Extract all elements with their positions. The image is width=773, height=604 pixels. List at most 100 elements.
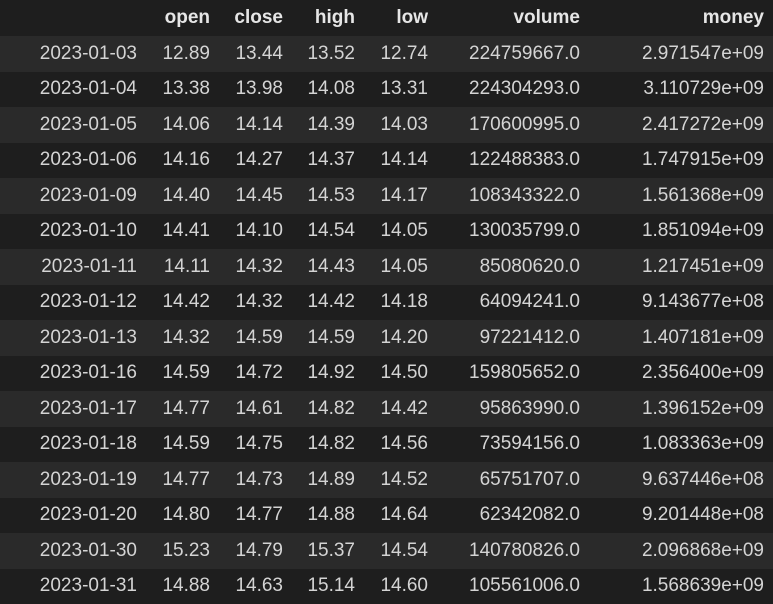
column-header-money: money: [589, 0, 773, 36]
cell-money: 1.568639e+09: [589, 569, 773, 604]
cell-low: 14.50: [364, 356, 437, 392]
cell-high: 14.39: [292, 107, 364, 143]
cell-money: 1.561368e+09: [589, 178, 773, 214]
cell-volume: 65751707.0: [437, 462, 589, 498]
cell-close: 14.77: [219, 498, 292, 534]
cell-high: 13.52: [292, 36, 364, 72]
cell-low: 14.05: [364, 249, 437, 285]
cell-low: 12.74: [364, 36, 437, 72]
cell-volume: 95863990.0: [437, 391, 589, 427]
cell-high: 14.08: [292, 72, 364, 108]
cell-close: 14.75: [219, 427, 292, 463]
cell-money: 2.417272e+09: [589, 107, 773, 143]
cell-low: 14.18: [364, 285, 437, 321]
cell-money: 3.110729e+09: [589, 72, 773, 108]
cell-volume: 170600995.0: [437, 107, 589, 143]
cell-close: 14.61: [219, 391, 292, 427]
row-index-date: 2023-01-31: [0, 569, 147, 604]
cell-volume: 85080620.0: [437, 249, 589, 285]
cell-low: 14.14: [364, 143, 437, 179]
cell-open: 14.11: [147, 249, 219, 285]
cell-open: 15.23: [147, 533, 219, 569]
column-header-index: [0, 0, 147, 36]
column-header-volume: volume: [437, 0, 589, 36]
cell-high: 14.92: [292, 356, 364, 392]
cell-low: 14.05: [364, 214, 437, 250]
column-header-close: close: [219, 0, 292, 36]
cell-money: 1.217451e+09: [589, 249, 773, 285]
cell-open: 14.88: [147, 569, 219, 604]
row-index-date: 2023-01-10: [0, 214, 147, 250]
cell-open: 14.42: [147, 285, 219, 321]
row-index-date: 2023-01-11: [0, 249, 147, 285]
cell-close: 14.27: [219, 143, 292, 179]
cell-close: 14.32: [219, 249, 292, 285]
cell-high: 15.14: [292, 569, 364, 604]
row-index-date: 2023-01-16: [0, 356, 147, 392]
cell-money: 1.407181e+09: [589, 320, 773, 356]
cell-money: 9.143677e+08: [589, 285, 773, 321]
cell-low: 14.17: [364, 178, 437, 214]
cell-volume: 62342082.0: [437, 498, 589, 534]
cell-open: 14.77: [147, 462, 219, 498]
cell-volume: 224759667.0: [437, 36, 589, 72]
cell-close: 14.14: [219, 107, 292, 143]
header-row: open close high low volume money: [0, 0, 773, 36]
cell-volume: 73594156.0: [437, 427, 589, 463]
cell-open: 14.16: [147, 143, 219, 179]
row-index-date: 2023-01-09: [0, 178, 147, 214]
cell-close: 13.44: [219, 36, 292, 72]
cell-high: 15.37: [292, 533, 364, 569]
cell-open: 14.59: [147, 356, 219, 392]
row-index-date: 2023-01-06: [0, 143, 147, 179]
cell-high: 14.42: [292, 285, 364, 321]
cell-close: 14.59: [219, 320, 292, 356]
cell-open: 12.89: [147, 36, 219, 72]
cell-high: 14.88: [292, 498, 364, 534]
cell-low: 14.42: [364, 391, 437, 427]
cell-high: 14.59: [292, 320, 364, 356]
row-index-date: 2023-01-03: [0, 36, 147, 72]
cell-open: 13.38: [147, 72, 219, 108]
cell-high: 14.37: [292, 143, 364, 179]
cell-volume: 159805652.0: [437, 356, 589, 392]
column-header-low: low: [364, 0, 437, 36]
cell-volume: 64094241.0: [437, 285, 589, 321]
cell-close: 14.63: [219, 569, 292, 604]
cell-open: 14.32: [147, 320, 219, 356]
cell-money: 9.201448e+08: [589, 498, 773, 534]
cell-money: 2.971547e+09: [589, 36, 773, 72]
row-index-date: 2023-01-18: [0, 427, 147, 463]
cell-low: 14.03: [364, 107, 437, 143]
cell-close: 14.10: [219, 214, 292, 250]
cell-open: 14.41: [147, 214, 219, 250]
cell-volume: 105561006.0: [437, 569, 589, 604]
cell-volume: 122488383.0: [437, 143, 589, 179]
column-header-open: open: [147, 0, 219, 36]
cell-high: 14.89: [292, 462, 364, 498]
cell-high: 14.53: [292, 178, 364, 214]
cell-low: 13.31: [364, 72, 437, 108]
cell-high: 14.54: [292, 214, 364, 250]
cell-high: 14.82: [292, 427, 364, 463]
cell-close: 14.73: [219, 462, 292, 498]
cell-high: 14.43: [292, 249, 364, 285]
cell-volume: 224304293.0: [437, 72, 589, 108]
cell-money: 1.851094e+09: [589, 214, 773, 250]
cell-open: 14.06: [147, 107, 219, 143]
cell-money: 2.356400e+09: [589, 356, 773, 392]
cell-close: 14.45: [219, 178, 292, 214]
row-index-date: 2023-01-12: [0, 285, 147, 321]
row-index-date: 2023-01-30: [0, 533, 147, 569]
cell-open: 14.59: [147, 427, 219, 463]
cell-low: 14.52: [364, 462, 437, 498]
